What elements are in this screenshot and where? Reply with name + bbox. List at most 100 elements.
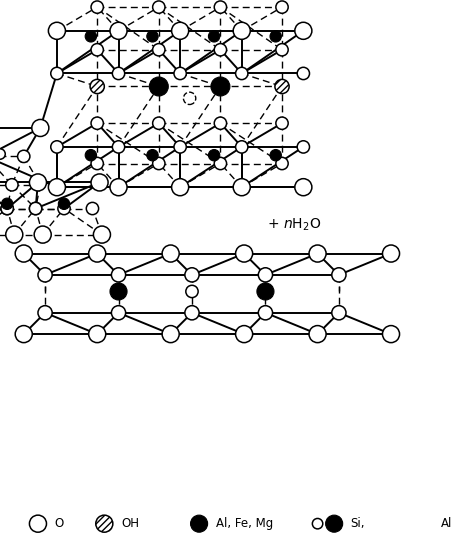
- Circle shape: [48, 22, 65, 39]
- Circle shape: [112, 141, 125, 153]
- Circle shape: [312, 518, 323, 529]
- Circle shape: [383, 325, 400, 343]
- Circle shape: [34, 226, 51, 243]
- Circle shape: [183, 92, 196, 105]
- Circle shape: [29, 174, 46, 191]
- Circle shape: [236, 67, 248, 80]
- Circle shape: [110, 179, 127, 196]
- Circle shape: [275, 80, 289, 94]
- Circle shape: [297, 141, 310, 153]
- Circle shape: [149, 77, 168, 96]
- Circle shape: [236, 245, 253, 262]
- Circle shape: [111, 306, 126, 320]
- Circle shape: [185, 268, 199, 282]
- Circle shape: [276, 117, 288, 129]
- Circle shape: [214, 1, 227, 13]
- Circle shape: [332, 268, 346, 282]
- Circle shape: [91, 117, 103, 129]
- Circle shape: [270, 31, 282, 42]
- Circle shape: [309, 325, 326, 343]
- Circle shape: [91, 1, 103, 13]
- Circle shape: [89, 245, 106, 262]
- Circle shape: [1, 198, 13, 209]
- Circle shape: [29, 515, 46, 532]
- Circle shape: [110, 283, 127, 300]
- Circle shape: [214, 117, 227, 129]
- Text: OH: OH: [121, 517, 139, 530]
- Circle shape: [162, 325, 179, 343]
- Circle shape: [332, 306, 346, 320]
- Circle shape: [258, 268, 273, 282]
- Circle shape: [1, 202, 13, 215]
- Circle shape: [51, 67, 63, 80]
- Text: Al: Al: [441, 517, 452, 530]
- Text: O: O: [55, 517, 64, 530]
- Circle shape: [29, 202, 42, 215]
- Circle shape: [48, 179, 65, 196]
- Circle shape: [295, 179, 312, 196]
- Circle shape: [172, 179, 189, 196]
- Circle shape: [233, 179, 250, 196]
- Circle shape: [38, 268, 52, 282]
- Circle shape: [58, 202, 70, 215]
- Circle shape: [174, 141, 186, 153]
- Circle shape: [58, 198, 70, 209]
- Circle shape: [51, 141, 63, 153]
- Circle shape: [18, 150, 30, 162]
- Text: Si,: Si,: [351, 517, 365, 530]
- Circle shape: [112, 67, 125, 80]
- Circle shape: [147, 31, 158, 42]
- Circle shape: [236, 325, 253, 343]
- Circle shape: [15, 245, 32, 262]
- Circle shape: [276, 158, 288, 169]
- Circle shape: [258, 306, 273, 320]
- Circle shape: [85, 31, 97, 42]
- Circle shape: [174, 67, 186, 80]
- Circle shape: [162, 245, 179, 262]
- Circle shape: [15, 325, 32, 343]
- Circle shape: [185, 306, 199, 320]
- Circle shape: [93, 226, 110, 243]
- Circle shape: [214, 158, 227, 169]
- Circle shape: [111, 268, 126, 282]
- Circle shape: [91, 158, 103, 169]
- Text: Al, Fe, Mg: Al, Fe, Mg: [216, 517, 273, 530]
- Circle shape: [276, 44, 288, 56]
- Circle shape: [91, 174, 108, 191]
- Circle shape: [153, 44, 165, 56]
- Circle shape: [1, 202, 13, 215]
- Circle shape: [383, 245, 400, 262]
- Circle shape: [297, 67, 310, 80]
- Circle shape: [85, 149, 97, 161]
- Circle shape: [89, 325, 106, 343]
- Circle shape: [6, 179, 18, 191]
- Circle shape: [214, 44, 227, 56]
- Circle shape: [32, 119, 49, 136]
- Circle shape: [276, 1, 288, 13]
- Circle shape: [191, 515, 208, 532]
- Circle shape: [295, 22, 312, 39]
- Circle shape: [90, 80, 104, 94]
- Circle shape: [209, 149, 220, 161]
- Circle shape: [38, 306, 52, 320]
- Circle shape: [326, 515, 343, 532]
- Circle shape: [309, 245, 326, 262]
- Circle shape: [153, 1, 165, 13]
- Circle shape: [6, 226, 23, 243]
- Circle shape: [172, 22, 189, 39]
- Circle shape: [186, 285, 198, 298]
- Circle shape: [236, 141, 248, 153]
- Circle shape: [257, 283, 274, 300]
- Circle shape: [91, 44, 103, 56]
- Circle shape: [110, 22, 127, 39]
- Circle shape: [153, 158, 165, 169]
- Circle shape: [147, 149, 158, 161]
- Circle shape: [86, 202, 99, 215]
- Circle shape: [29, 202, 42, 215]
- Circle shape: [0, 149, 5, 159]
- Circle shape: [96, 515, 113, 532]
- Circle shape: [270, 149, 282, 161]
- Circle shape: [209, 31, 220, 42]
- Circle shape: [233, 22, 250, 39]
- Text: $+\ n\mathrm{H_2O}$: $+\ n\mathrm{H_2O}$: [267, 217, 321, 233]
